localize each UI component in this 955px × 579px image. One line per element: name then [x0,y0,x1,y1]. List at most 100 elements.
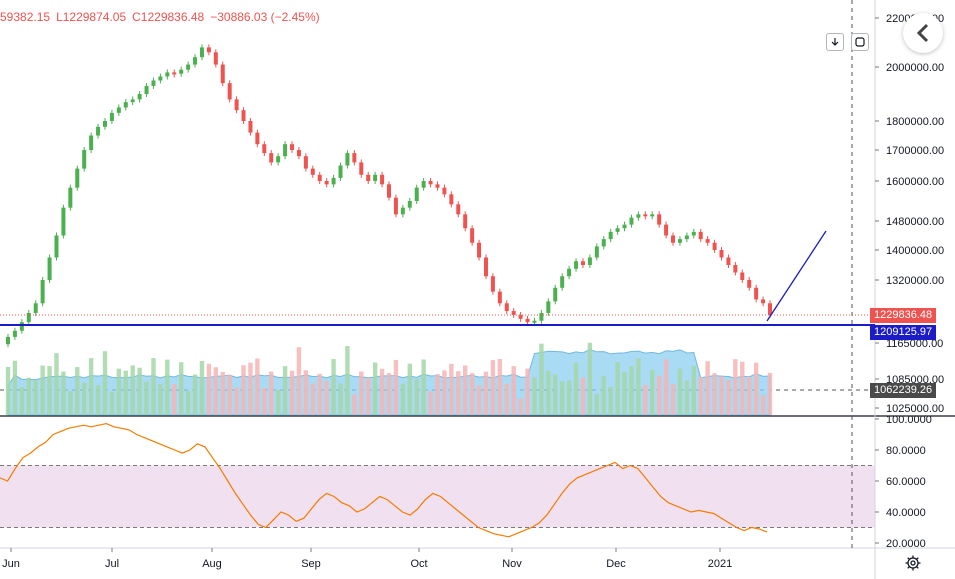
volume-bar [518,398,523,415]
candle-body [449,194,454,205]
rsi-line [0,422,768,538]
price-tick-label: 1700000.00 [886,145,944,157]
volume-bar [227,374,232,415]
volume-bar [421,359,426,415]
candle-body [698,231,703,240]
candle-body [407,201,412,208]
last-price-tag: 1229836.48 [870,308,937,323]
volume-bar [12,360,18,415]
candle-body [574,261,579,269]
candle-body [622,224,627,229]
volume-bar [622,371,627,415]
volume-bar [379,368,385,415]
candle-body [220,64,225,84]
candle-body [470,228,475,243]
volume-bar [456,371,461,415]
candle-body [643,214,648,217]
candles [6,44,772,348]
back-button[interactable] [903,13,943,53]
volume-bar [54,353,59,415]
scroll-down-button[interactable] [826,33,844,51]
volume-bar [767,372,773,415]
price-tick-label: 1025000.00 [886,403,944,415]
volume-bar [539,343,544,415]
candle-body [130,99,135,103]
fullscreen-button[interactable] [851,33,869,51]
candle-body [393,197,398,215]
volume-bar [317,373,322,415]
candle-body [615,228,620,232]
rsi-band [0,465,875,528]
volume-bar [345,345,350,415]
volume-bar [636,358,641,415]
volume-bar [740,361,745,415]
volume-bar [705,361,710,415]
volume-bar [719,376,724,415]
volume-bar [338,383,343,415]
gear-icon [905,555,921,571]
candle-body [650,214,655,217]
volume-bar [269,371,274,415]
candle-body [324,181,329,185]
volume-bar [102,351,108,415]
volume-bar [144,381,149,415]
volume-bar [483,371,489,415]
candle-body [366,174,371,181]
ohlc-legend: 59382.15 L1229874.05 C1229836.48 −30886.03 … [0,10,326,24]
volume-bars [5,342,773,415]
volume-bar [241,365,246,415]
volume-bar [698,377,703,415]
candle-body [213,52,218,65]
volume-bar [566,380,572,415]
volume-bar [469,373,475,415]
candle-body [414,187,419,201]
volume-bar [372,362,378,415]
candle-body [483,257,488,277]
candle-body [761,299,766,304]
chevron-left-icon [916,23,929,43]
candle-body [331,177,336,185]
volume-bar [165,359,170,415]
volume-bar [587,342,593,415]
volume-bar [573,362,579,415]
volume-bar [435,374,440,415]
rsi-tick-label: 40.0000 [886,507,926,519]
close-value: C1229836.48 [132,10,205,24]
price-tick-label: 1800000.00 [886,116,944,128]
volume-bar [289,370,295,415]
candle-body [511,311,516,315]
candle-body [89,135,94,150]
candle-body [677,239,682,243]
candle-body [234,99,239,111]
volume-bar [559,381,565,415]
candle-body [587,257,592,265]
candle-body [68,187,73,208]
candle-body [262,144,267,154]
volume-bar [282,366,288,415]
volume-bar [691,366,696,415]
volume-bar [449,363,454,415]
price-tick-label: 1600000.00 [886,176,944,188]
candle-body [199,47,204,58]
price-tick-label: 1400000.00 [886,245,944,257]
candle-body [532,320,537,323]
candle-body [539,312,544,321]
time-tick-label: Aug [202,558,222,570]
chart-settings-button[interactable] [903,553,923,573]
volume-bar [511,366,516,415]
volume-bar [525,368,530,415]
volume-bar [178,362,184,415]
candle-body [165,72,170,77]
candle-body [490,276,495,292]
candle-body [144,85,149,94]
candle-body [400,207,405,215]
volume-bar [220,371,225,415]
candle-body [186,64,191,70]
volume-bar [663,359,669,415]
candle-body [338,165,343,178]
volume-bar [670,383,676,415]
volume-bar [400,383,406,415]
candle-body [179,69,184,74]
volume-bar [463,365,468,415]
